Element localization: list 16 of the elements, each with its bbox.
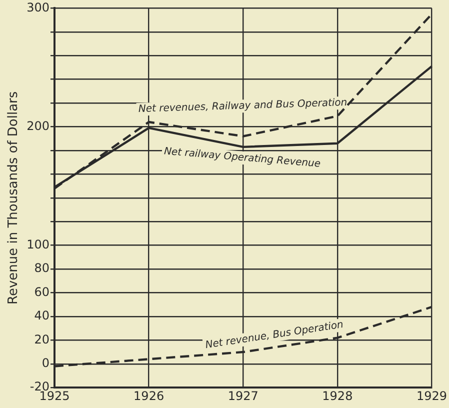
text: Net revenue, Bus Operation	[204, 319, 344, 352]
series-label: Net revenues, Railway and Bus Operation	[138, 97, 348, 115]
x-tick-label: 1929	[416, 388, 448, 403]
y-tick-label: 40	[34, 308, 50, 323]
x-tick-label: 1928	[322, 388, 353, 403]
y-tick-label: 100	[26, 237, 50, 252]
y-tick-label: 80	[34, 261, 50, 276]
y-tick-label: 60	[34, 284, 50, 299]
y-tick-label: 200	[26, 118, 50, 133]
y-axis-title: Revenue in Thousands of Dollars	[6, 91, 22, 304]
y-tick-label: 20	[34, 332, 50, 346]
y-tick-label: 300	[26, 0, 50, 14]
series-label: Net railway Operating Revenue	[164, 146, 321, 170]
y-tick-label: 0	[42, 356, 50, 370]
x-tick-label: 1927	[228, 388, 258, 403]
x-tick-label: 1926	[134, 388, 164, 403]
